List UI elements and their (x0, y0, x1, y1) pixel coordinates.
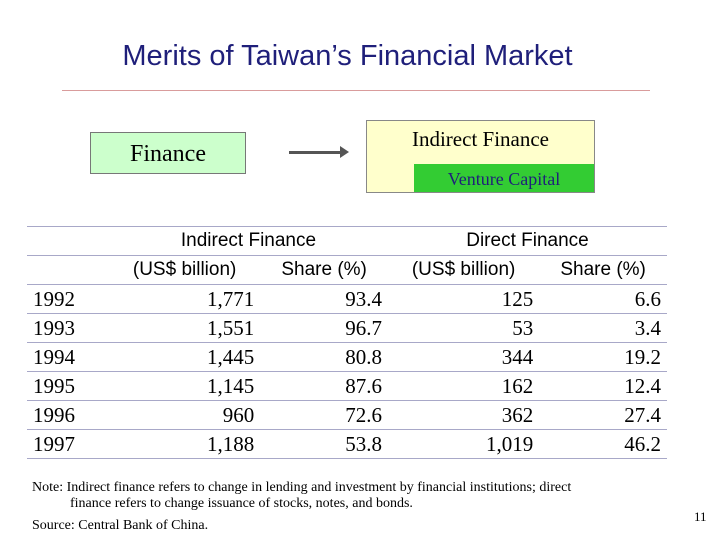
indirect-share-cell: 93.4 (260, 284, 388, 314)
header-indirect-share: Share (%) (260, 255, 388, 285)
indirect-share-cell: 96.7 (260, 313, 388, 343)
table-row: 1995 1,145 87.6 162 12.4 (27, 371, 667, 401)
indirect-share-cell: 80.8 (260, 342, 388, 372)
header-direct-amount: (US$ billion) (387, 255, 540, 285)
right-arrow-icon (289, 146, 349, 158)
direct-share-cell: 6.6 (539, 284, 667, 314)
indirect-amount-cell: 1,551 (109, 313, 261, 343)
direct-amount-cell: 362 (387, 400, 540, 430)
direct-amount-cell: 53 (387, 313, 540, 343)
finance-table: Indirect Finance Direct Finance (US$ bil… (27, 226, 667, 459)
indirect-amount-cell: 1,771 (109, 284, 261, 314)
slide-title: Merits of Taiwan’s Financial Market (122, 40, 573, 72)
year-cell: 1993 (27, 313, 109, 343)
table-row: 1994 1,445 80.8 344 19.2 (27, 342, 667, 372)
footnote: Note: Indirect finance refers to change … (32, 480, 672, 512)
year-cell: 1994 (27, 342, 109, 372)
header-direct-finance: Direct Finance (387, 226, 667, 256)
indirect-finance-box: Indirect Finance Venture Capital (366, 120, 595, 193)
indirect-share-cell: 87.6 (260, 371, 388, 401)
direct-share-cell: 27.4 (539, 400, 667, 430)
table-header-groups: Indirect Finance Direct Finance (27, 226, 667, 256)
table-header-columns: (US$ billion) Share (%) (US$ billion) Sh… (27, 255, 667, 285)
direct-share-cell: 12.4 (539, 371, 667, 401)
year-cell: 1995 (27, 371, 109, 401)
finance-box: Finance (90, 132, 246, 174)
year-cell: 1996 (27, 400, 109, 430)
footnote-line: Note: Indirect finance refers to change … (32, 480, 572, 495)
indirect-amount-cell: 1,188 (109, 429, 261, 459)
footnote-line: finance refers to change issuance of sto… (70, 496, 413, 511)
year-cell: 1997 (27, 429, 109, 459)
indirect-amount-cell: 1,445 (109, 342, 261, 372)
table-row: 1997 1,188 53.8 1,019 46.2 (27, 429, 667, 459)
year-cell: 1992 (27, 284, 109, 314)
indirect-share-cell: 53.8 (260, 429, 388, 459)
direct-amount-cell: 162 (387, 371, 540, 401)
direct-share-cell: 46.2 (539, 429, 667, 459)
table-row: 1996 960 72.6 362 27.4 (27, 400, 667, 430)
indirect-share-cell: 72.6 (260, 400, 388, 430)
header-blank (27, 226, 109, 256)
header-blank (27, 255, 109, 285)
direct-amount-cell: 1,019 (387, 429, 540, 459)
direct-amount-cell: 344 (387, 342, 540, 372)
header-indirect-finance: Indirect Finance (109, 226, 388, 256)
venture-capital-box: Venture Capital (414, 164, 594, 192)
table-row: 1993 1,551 96.7 53 3.4 (27, 313, 667, 343)
header-direct-share: Share (%) (539, 255, 667, 285)
direct-amount-cell: 125 (387, 284, 540, 314)
page-number: 11 (694, 509, 707, 524)
indirect-amount-cell: 1,145 (109, 371, 261, 401)
direct-share-cell: 3.4 (539, 313, 667, 343)
indirect-finance-label: Indirect Finance (411, 127, 550, 151)
title-divider (62, 90, 650, 91)
direct-share-cell: 19.2 (539, 342, 667, 372)
indirect-amount-cell: 960 (109, 400, 261, 430)
header-indirect-amount: (US$ billion) (109, 255, 261, 285)
source-note: Source: Central Bank of China. (32, 518, 209, 533)
table-row: 1992 1,771 93.4 125 6.6 (27, 284, 667, 314)
